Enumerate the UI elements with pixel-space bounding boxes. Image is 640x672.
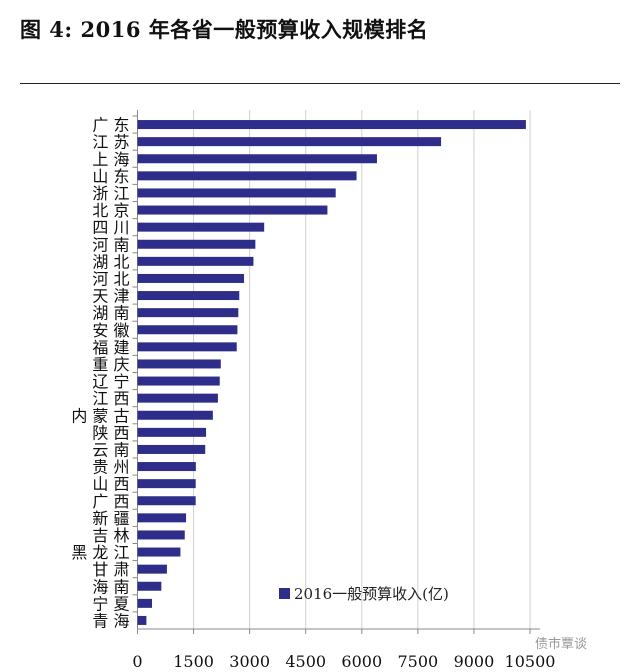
y-tick-label: 吉 林 <box>92 526 129 545</box>
x-tick-label: 9000 <box>454 652 495 671</box>
y-tick-label: 内 蒙 古 <box>71 406 129 425</box>
bar-10 <box>137 291 240 301</box>
y-tick-label: 海 南 <box>92 577 129 596</box>
bar-7 <box>137 239 256 249</box>
bar-22 <box>137 496 196 506</box>
y-tick-label: 上 海 <box>92 150 129 169</box>
y-tick-label: 广 东 <box>92 116 129 135</box>
y-tick-label: 新 疆 <box>92 509 129 528</box>
y-tick-label: 山 西 <box>92 475 129 494</box>
bar-23 <box>137 513 187 523</box>
bar-25 <box>137 547 181 557</box>
x-tick-label: 1500 <box>173 652 214 671</box>
bar-24 <box>137 530 185 540</box>
y-tick-label: 福 建 <box>92 338 129 357</box>
bar-4 <box>137 188 336 198</box>
bar-28 <box>137 598 153 608</box>
y-tick-label: 湖 南 <box>92 304 129 323</box>
bar-27 <box>137 581 162 591</box>
bar-26 <box>137 564 167 574</box>
y-tick-label: 云 南 <box>92 440 129 459</box>
bar-15 <box>137 376 220 386</box>
x-tick-label: 0 <box>132 652 142 671</box>
legend-swatch <box>279 588 290 599</box>
y-tick-label: 黑 龙 江 <box>71 543 129 562</box>
y-tick-label: 北 京 <box>92 201 129 220</box>
x-tick-label: 7500 <box>397 652 438 671</box>
y-tick-label: 辽 宁 <box>92 372 129 391</box>
y-tick-label: 河 北 <box>92 269 129 288</box>
bar-6 <box>137 222 265 232</box>
bar-5 <box>137 205 328 215</box>
x-tick-label: 10500 <box>505 652 556 671</box>
bar-17 <box>137 410 213 420</box>
bar-13 <box>137 342 237 352</box>
bar-21 <box>137 479 196 489</box>
bar-18 <box>137 427 207 437</box>
bar-11 <box>137 308 239 318</box>
x-tick-label: 6000 <box>341 652 382 671</box>
y-tick-label: 甘 肃 <box>92 560 129 579</box>
y-tick-label: 重 庆 <box>92 355 129 374</box>
y-tick-label: 贵 州 <box>92 458 129 477</box>
legend-label: 2016一般预算收入(亿) <box>294 585 449 603</box>
y-tick-label: 浙 江 <box>92 184 129 203</box>
x-tick-label: 4500 <box>285 652 326 671</box>
y-tick-label: 陕 西 <box>92 423 129 442</box>
y-tick-label: 广 西 <box>92 492 129 511</box>
y-tick-label: 宁 夏 <box>92 594 129 613</box>
y-tick-label: 江 苏 <box>92 133 129 152</box>
y-tick-label: 江 西 <box>92 389 129 408</box>
bar-14 <box>137 359 221 369</box>
y-tick-label: 青 海 <box>92 611 129 630</box>
figure-title: 图 4: 2016 年各省一般预算收入规模排名 <box>20 17 429 42</box>
title-divider <box>20 83 620 84</box>
watermark: 债市覃谈 <box>535 637 588 652</box>
bar-8 <box>137 256 254 266</box>
bar-3 <box>137 171 357 181</box>
x-tick-label: 3000 <box>229 652 270 671</box>
y-tick-label: 湖 北 <box>92 252 129 271</box>
y-tick-label: 四 川 <box>92 218 129 237</box>
y-tick-label: 安 徽 <box>92 321 129 340</box>
bar-20 <box>137 462 196 472</box>
bar-9 <box>137 273 245 283</box>
bar-0 <box>137 120 526 130</box>
bar-16 <box>137 393 218 403</box>
y-tick-label: 河 南 <box>92 235 129 254</box>
bar-29 <box>137 615 147 625</box>
bar-1 <box>137 137 442 147</box>
bar-12 <box>137 325 238 335</box>
y-tick-label: 山 东 <box>92 167 129 186</box>
y-tick-label: 天 津 <box>92 287 129 306</box>
bar-19 <box>137 444 206 454</box>
bar-2 <box>137 154 377 164</box>
